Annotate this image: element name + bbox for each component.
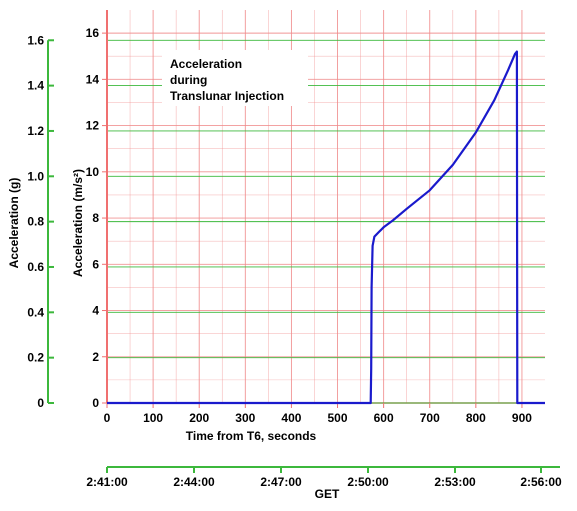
x-tick-label: 400 bbox=[281, 411, 301, 425]
y2-tick-label: 0.4 bbox=[27, 305, 44, 319]
x-tick-label: 300 bbox=[235, 411, 255, 425]
labels-layer: 0 2 4 6 8 10 12 14 16 0 100 200 300 400 500 600 700 800 90… bbox=[27, 26, 562, 489]
x-tick-label: 900 bbox=[512, 411, 532, 425]
y2-tick-label: 1.4 bbox=[27, 79, 44, 93]
x-tick-label: 800 bbox=[466, 411, 486, 425]
y-tick-label: 10 bbox=[86, 165, 100, 179]
y2-tick-label: 1.6 bbox=[27, 33, 44, 47]
chart-title-line-2: during bbox=[170, 73, 207, 87]
x-tick-label: 200 bbox=[189, 411, 209, 425]
get-tick-label: 2:44:00 bbox=[173, 475, 215, 489]
y-tick-label: 14 bbox=[86, 72, 100, 86]
x-tick-label: 600 bbox=[374, 411, 394, 425]
series-layer bbox=[107, 50, 545, 405]
x-axis-title: Time from T6, seconds bbox=[186, 429, 317, 443]
y2-tick-label: 0.8 bbox=[27, 215, 44, 229]
get-tick-label: 2:50:00 bbox=[347, 475, 389, 489]
y2-tick-label: 0.6 bbox=[27, 260, 44, 274]
x-tick-label: 700 bbox=[420, 411, 440, 425]
get-tick-label: 2:41:00 bbox=[86, 475, 128, 489]
y-axis-title: Acceleration (m/s²) bbox=[71, 169, 85, 277]
y-tick-label: 12 bbox=[86, 119, 100, 133]
get-axis-title: GET bbox=[315, 487, 340, 501]
get-tick-label: 2:53:00 bbox=[434, 475, 476, 489]
y-tick-label: 6 bbox=[92, 257, 99, 271]
y2-tick-label: 1.0 bbox=[27, 169, 44, 183]
y2-tick-label: 0 bbox=[37, 396, 44, 410]
x-tick-label: 500 bbox=[328, 411, 348, 425]
y2-tick-label: 1.2 bbox=[27, 124, 44, 138]
y-tick-label: 8 bbox=[92, 211, 99, 225]
y-tick-label: 2 bbox=[92, 350, 99, 364]
get-tick-label: 2:56:00 bbox=[520, 475, 562, 489]
y2-tick-label: 0.2 bbox=[27, 351, 44, 365]
chart-title-line-1: Acceleration bbox=[170, 57, 242, 71]
x-tick-label: 100 bbox=[143, 411, 163, 425]
y-tick-label: 0 bbox=[92, 396, 99, 410]
y-tick-label: 4 bbox=[92, 304, 99, 318]
y2-axis-title: Acceleration (g) bbox=[7, 178, 21, 269]
y-tick-label: 16 bbox=[86, 26, 100, 40]
get-tick-label: 2:47:00 bbox=[260, 475, 302, 489]
chart-title-line-3: Translunar Injection bbox=[170, 89, 284, 103]
x-tick-label: 0 bbox=[104, 411, 111, 425]
chart-title: Acceleration during Translunar Injection bbox=[162, 50, 308, 106]
acceleration-line bbox=[107, 50, 545, 405]
